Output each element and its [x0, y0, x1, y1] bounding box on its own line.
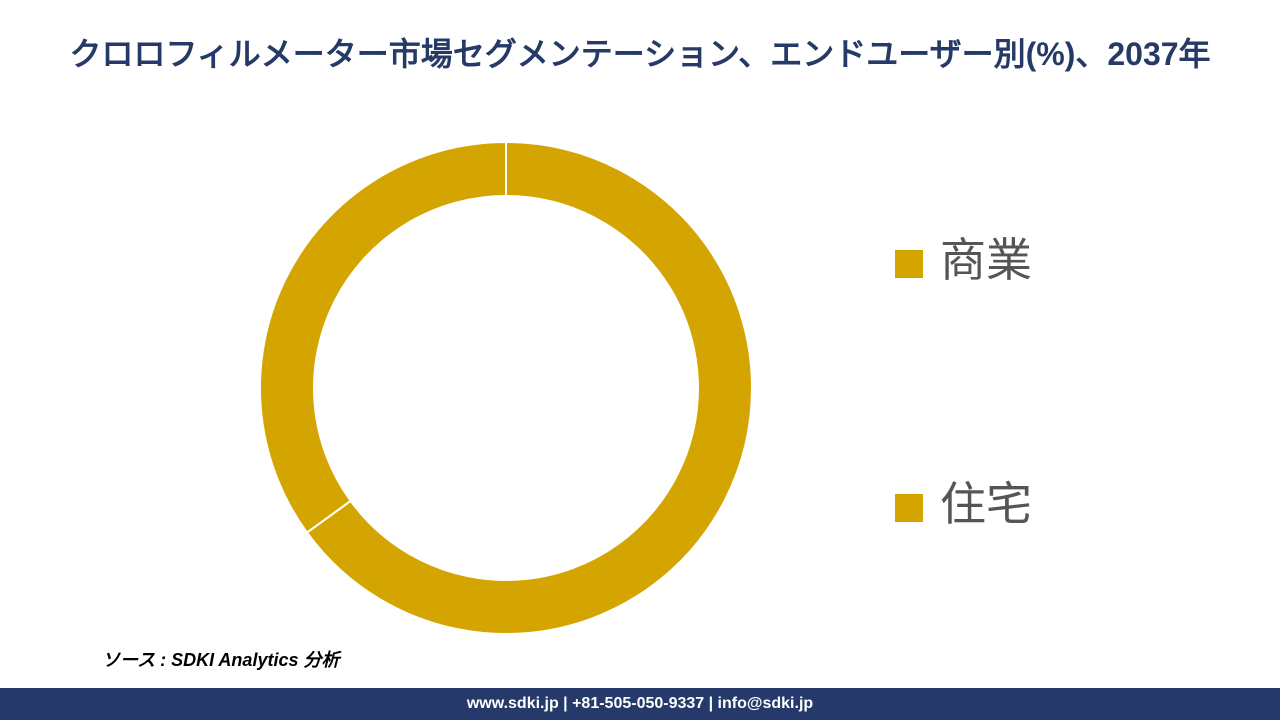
legend-swatch: [895, 250, 923, 278]
legend-label: 住宅: [940, 478, 1032, 530]
legend-swatch: [895, 494, 923, 522]
source-note: ソース : SDKI Analytics 分析: [102, 650, 340, 670]
chart-title: クロロフィルメーター市場セグメンテーション、エンドユーザー別(%)、2037年: [69, 36, 1211, 72]
slice: [259, 140, 507, 534]
slice: [305, 140, 753, 635]
legend-label: 商業: [940, 234, 1032, 286]
footer: www.sdki.jp | +81-505-050-9337 | info@sd…: [0, 688, 1280, 720]
